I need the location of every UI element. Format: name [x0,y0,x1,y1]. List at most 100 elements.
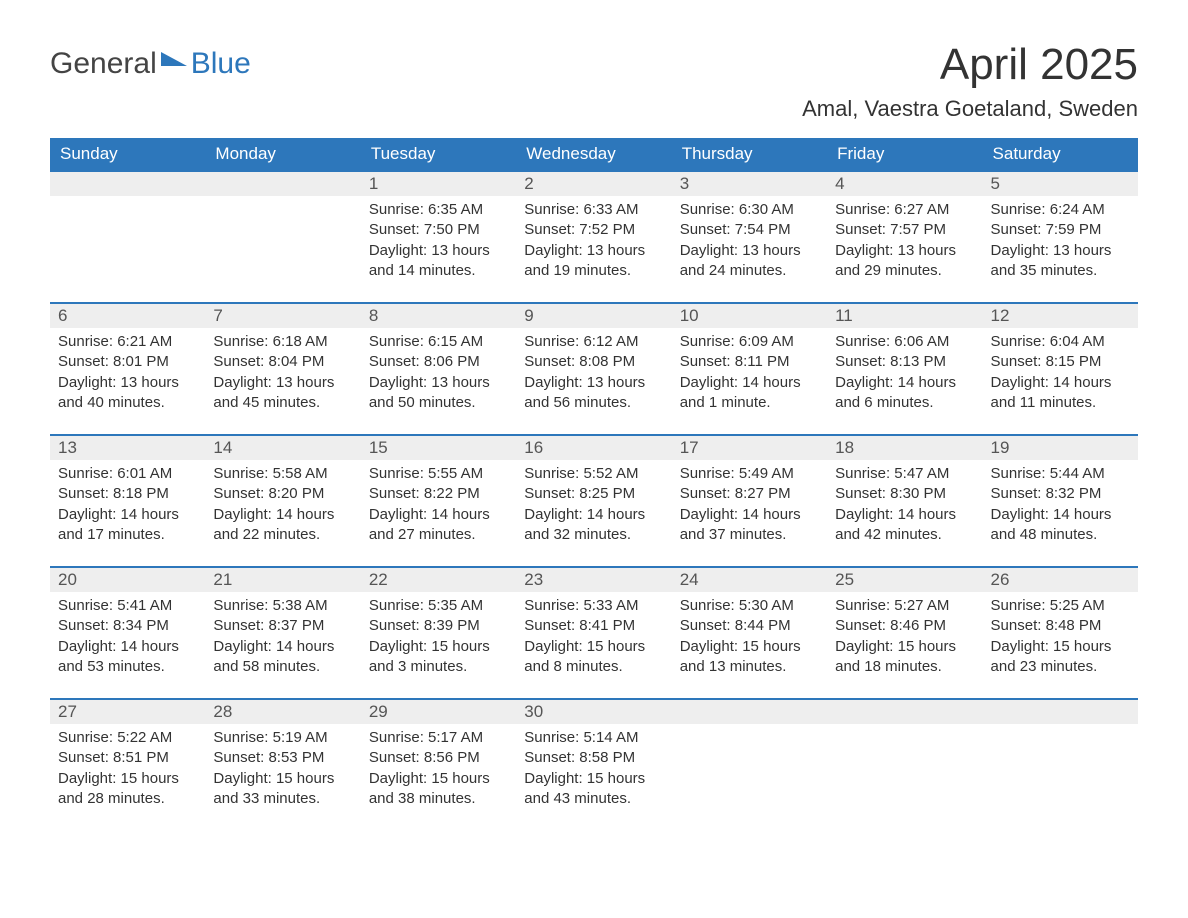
day-cell: 20Sunrise: 5:41 AMSunset: 8:34 PMDayligh… [50,568,205,698]
daylight-line: Daylight: 15 hours and 13 minutes. [680,637,819,678]
sunset-line: Sunset: 7:50 PM [369,220,508,240]
daylight-line: Daylight: 14 hours and 37 minutes. [680,505,819,546]
day-number: 26 [983,568,1138,592]
day-number: 28 [205,700,360,724]
day-number: 3 [672,172,827,196]
sunrise-line: Sunrise: 5:17 AM [369,728,508,748]
day-cell: 4Sunrise: 6:27 AMSunset: 7:57 PMDaylight… [827,172,982,302]
day-body: Sunrise: 6:27 AMSunset: 7:57 PMDaylight:… [827,196,982,293]
day-cell: 24Sunrise: 5:30 AMSunset: 8:44 PMDayligh… [672,568,827,698]
day-cell [827,700,982,830]
sunset-line: Sunset: 7:59 PM [991,220,1130,240]
day-body: Sunrise: 5:47 AMSunset: 8:30 PMDaylight:… [827,460,982,557]
day-body: Sunrise: 6:21 AMSunset: 8:01 PMDaylight:… [50,328,205,425]
day-cell: 12Sunrise: 6:04 AMSunset: 8:15 PMDayligh… [983,304,1138,434]
day-cell: 29Sunrise: 5:17 AMSunset: 8:56 PMDayligh… [361,700,516,830]
sunrise-line: Sunrise: 5:19 AM [213,728,352,748]
day-number: 19 [983,436,1138,460]
logo-general: General [50,47,157,81]
day-body: Sunrise: 5:27 AMSunset: 8:46 PMDaylight:… [827,592,982,689]
sunset-line: Sunset: 8:11 PM [680,352,819,372]
day-cell: 26Sunrise: 5:25 AMSunset: 8:48 PMDayligh… [983,568,1138,698]
daylight-line: Daylight: 13 hours and 56 minutes. [524,373,663,414]
day-cell: 14Sunrise: 5:58 AMSunset: 8:20 PMDayligh… [205,436,360,566]
sunrise-line: Sunrise: 6:33 AM [524,200,663,220]
week-row: 20Sunrise: 5:41 AMSunset: 8:34 PMDayligh… [50,566,1138,698]
sunrise-line: Sunrise: 5:30 AM [680,596,819,616]
day-body: Sunrise: 6:01 AMSunset: 8:18 PMDaylight:… [50,460,205,557]
logo-blue: Blue [191,47,251,81]
day-number: 9 [516,304,671,328]
daylight-line: Daylight: 14 hours and 53 minutes. [58,637,197,678]
day-body: Sunrise: 6:18 AMSunset: 8:04 PMDaylight:… [205,328,360,425]
day-cell: 9Sunrise: 6:12 AMSunset: 8:08 PMDaylight… [516,304,671,434]
sunrise-line: Sunrise: 6:35 AM [369,200,508,220]
daylight-line: Daylight: 13 hours and 35 minutes. [991,241,1130,282]
day-number: 5 [983,172,1138,196]
day-cell: 25Sunrise: 5:27 AMSunset: 8:46 PMDayligh… [827,568,982,698]
day-number: 23 [516,568,671,592]
sunrise-line: Sunrise: 5:25 AM [991,596,1130,616]
day-number: 2 [516,172,671,196]
daylight-line: Daylight: 14 hours and 1 minute. [680,373,819,414]
daylight-line: Daylight: 14 hours and 11 minutes. [991,373,1130,414]
sunset-line: Sunset: 8:13 PM [835,352,974,372]
sunset-line: Sunset: 8:44 PM [680,616,819,636]
day-cell: 1Sunrise: 6:35 AMSunset: 7:50 PMDaylight… [361,172,516,302]
sunrise-line: Sunrise: 5:44 AM [991,464,1130,484]
sunrise-line: Sunrise: 6:01 AM [58,464,197,484]
day-body: Sunrise: 5:55 AMSunset: 8:22 PMDaylight:… [361,460,516,557]
sunset-line: Sunset: 8:18 PM [58,484,197,504]
dow-cell: Wednesday [516,138,671,170]
sunset-line: Sunset: 8:39 PM [369,616,508,636]
day-number: 13 [50,436,205,460]
day-cell: 22Sunrise: 5:35 AMSunset: 8:39 PMDayligh… [361,568,516,698]
day-cell: 13Sunrise: 6:01 AMSunset: 8:18 PMDayligh… [50,436,205,566]
day-number: 17 [672,436,827,460]
day-body: Sunrise: 6:12 AMSunset: 8:08 PMDaylight:… [516,328,671,425]
day-cell [672,700,827,830]
sunrise-line: Sunrise: 6:06 AM [835,332,974,352]
daylight-line: Daylight: 14 hours and 48 minutes. [991,505,1130,546]
day-number: 11 [827,304,982,328]
day-number: 14 [205,436,360,460]
sunrise-line: Sunrise: 6:09 AM [680,332,819,352]
day-number: 10 [672,304,827,328]
day-body: Sunrise: 6:30 AMSunset: 7:54 PMDaylight:… [672,196,827,293]
day-number: 15 [361,436,516,460]
day-body: Sunrise: 5:22 AMSunset: 8:51 PMDaylight:… [50,724,205,821]
day-number: 20 [50,568,205,592]
daylight-line: Daylight: 14 hours and 6 minutes. [835,373,974,414]
daylight-line: Daylight: 15 hours and 38 minutes. [369,769,508,810]
week-row: 13Sunrise: 6:01 AMSunset: 8:18 PMDayligh… [50,434,1138,566]
dow-cell: Sunday [50,138,205,170]
sunrise-line: Sunrise: 6:15 AM [369,332,508,352]
daylight-line: Daylight: 13 hours and 50 minutes. [369,373,508,414]
sunrise-line: Sunrise: 6:18 AM [213,332,352,352]
sunset-line: Sunset: 7:57 PM [835,220,974,240]
day-cell: 2Sunrise: 6:33 AMSunset: 7:52 PMDaylight… [516,172,671,302]
sunset-line: Sunset: 8:15 PM [991,352,1130,372]
day-cell: 30Sunrise: 5:14 AMSunset: 8:58 PMDayligh… [516,700,671,830]
daylight-line: Daylight: 14 hours and 58 minutes. [213,637,352,678]
day-body: Sunrise: 5:49 AMSunset: 8:27 PMDaylight:… [672,460,827,557]
day-body: Sunrise: 5:44 AMSunset: 8:32 PMDaylight:… [983,460,1138,557]
day-cell: 28Sunrise: 5:19 AMSunset: 8:53 PMDayligh… [205,700,360,830]
sunset-line: Sunset: 8:01 PM [58,352,197,372]
week-row: 1Sunrise: 6:35 AMSunset: 7:50 PMDaylight… [50,170,1138,302]
day-body: Sunrise: 5:33 AMSunset: 8:41 PMDaylight:… [516,592,671,689]
day-number: 21 [205,568,360,592]
sunset-line: Sunset: 7:54 PM [680,220,819,240]
sunrise-line: Sunrise: 5:22 AM [58,728,197,748]
day-body: Sunrise: 5:30 AMSunset: 8:44 PMDaylight:… [672,592,827,689]
weeks-container: 1Sunrise: 6:35 AMSunset: 7:50 PMDaylight… [50,170,1138,830]
daylight-line: Daylight: 13 hours and 29 minutes. [835,241,974,282]
daylight-line: Daylight: 15 hours and 23 minutes. [991,637,1130,678]
location-text: Amal, Vaestra Goetaland, Sweden [802,96,1138,122]
day-number: 29 [361,700,516,724]
sunset-line: Sunset: 8:25 PM [524,484,663,504]
day-body: Sunrise: 5:25 AMSunset: 8:48 PMDaylight:… [983,592,1138,689]
flag-icon [161,40,187,74]
daylight-line: Daylight: 13 hours and 19 minutes. [524,241,663,282]
day-body: Sunrise: 5:14 AMSunset: 8:58 PMDaylight:… [516,724,671,821]
